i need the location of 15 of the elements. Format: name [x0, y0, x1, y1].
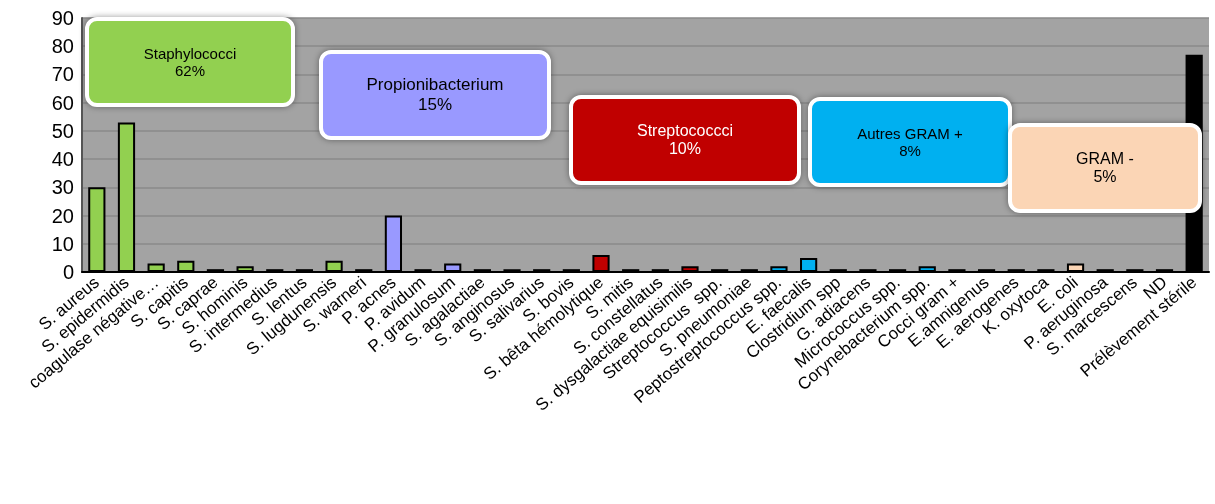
- y-tick-label: 20: [51, 204, 74, 227]
- callout-box: Streptococcci 10%: [569, 95, 801, 185]
- y-tick-label: 40: [51, 148, 74, 171]
- y-tick-label: 10: [51, 232, 74, 255]
- y-tick-label: 0: [62, 261, 74, 283]
- callout-box: Staphylococci 62%: [85, 17, 295, 107]
- y-tick-label: 30: [51, 176, 74, 199]
- y-tick-label: 90: [51, 7, 74, 29]
- y-tick-label: 60: [51, 91, 74, 114]
- callout-box: Autres GRAM + 8%: [808, 97, 1012, 187]
- y-tick-label: 50: [51, 119, 74, 142]
- callout-box: GRAM - 5%: [1008, 123, 1202, 213]
- callout-box: Propionibacterium 15%: [319, 50, 551, 140]
- y-tick-label: 80: [51, 35, 74, 58]
- y-tick-label: 70: [51, 63, 74, 86]
